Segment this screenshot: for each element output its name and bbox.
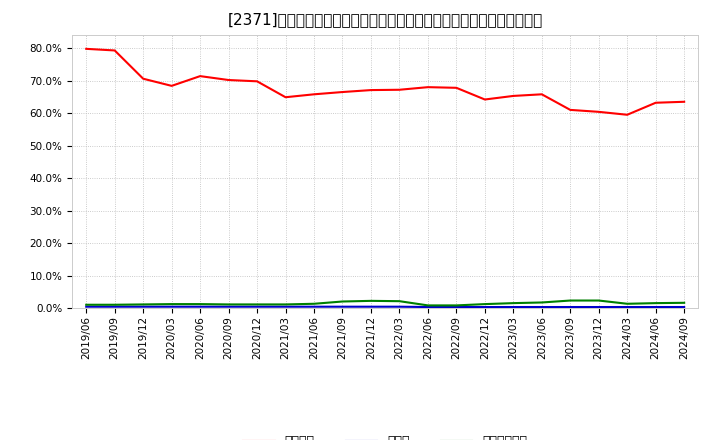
のれん — [652, 304, 660, 310]
繰延税金資産 — [167, 301, 176, 307]
のれん — [338, 304, 347, 309]
のれん — [139, 304, 148, 309]
繰延税金資産 — [537, 300, 546, 305]
繰延税金資産 — [366, 298, 375, 304]
繰延税金資産 — [509, 301, 518, 306]
自己資本 — [167, 83, 176, 88]
のれん — [480, 304, 489, 310]
自己資本 — [366, 88, 375, 93]
のれん — [167, 304, 176, 309]
繰延税金資産 — [139, 302, 148, 307]
のれん — [225, 304, 233, 309]
のれん — [196, 304, 204, 309]
繰延税金資産 — [338, 299, 347, 304]
自己資本 — [509, 93, 518, 99]
繰延税金資産 — [480, 301, 489, 307]
自己資本 — [480, 97, 489, 102]
自己資本 — [253, 79, 261, 84]
自己資本 — [623, 112, 631, 117]
繰延税金資産 — [110, 302, 119, 308]
Line: 自己資本: 自己資本 — [86, 49, 684, 115]
繰延税金資産 — [652, 301, 660, 306]
繰延税金資産 — [680, 300, 688, 305]
のれん — [366, 304, 375, 309]
のれん — [509, 304, 518, 310]
自己資本 — [452, 85, 461, 91]
Legend: 自己資本, のれん, 繰延税金資産: 自己資本, のれん, 繰延税金資産 — [237, 429, 534, 440]
自己資本 — [139, 76, 148, 81]
自己資本 — [310, 92, 318, 97]
のれん — [395, 304, 404, 309]
のれん — [566, 304, 575, 310]
自己資本 — [196, 73, 204, 79]
のれん — [595, 304, 603, 310]
のれん — [110, 304, 119, 309]
繰延税金資産 — [253, 302, 261, 307]
自己資本 — [82, 46, 91, 51]
Line: 繰延税金資産: 繰延税金資産 — [86, 301, 684, 305]
繰延税金資産 — [623, 301, 631, 306]
のれん — [310, 304, 318, 309]
繰延税金資産 — [310, 301, 318, 306]
繰延税金資産 — [225, 302, 233, 307]
自己資本 — [423, 84, 432, 90]
のれん — [423, 304, 432, 310]
のれん — [282, 304, 290, 309]
自己資本 — [652, 100, 660, 106]
自己資本 — [282, 95, 290, 100]
自己資本 — [338, 89, 347, 95]
自己資本 — [537, 92, 546, 97]
のれん — [253, 304, 261, 309]
繰延税金資産 — [566, 298, 575, 303]
自己資本 — [395, 87, 404, 92]
のれん — [680, 304, 688, 310]
自己資本 — [595, 109, 603, 114]
繰延税金資産 — [452, 303, 461, 308]
のれん — [82, 304, 91, 309]
繰延税金資産 — [423, 303, 432, 308]
繰延税金資産 — [82, 302, 91, 308]
繰延税金資産 — [282, 302, 290, 307]
自己資本 — [110, 48, 119, 53]
のれん — [623, 304, 631, 310]
自己資本 — [566, 107, 575, 113]
のれん — [537, 304, 546, 310]
繰延税金資産 — [595, 298, 603, 303]
Title: [2371]　自己資本、のれん、繰延税金資産の総資産に対する比率の推移: [2371] 自己資本、のれん、繰延税金資産の総資産に対する比率の推移 — [228, 12, 543, 27]
のれん — [452, 304, 461, 310]
自己資本 — [225, 77, 233, 83]
繰延税金資産 — [395, 299, 404, 304]
自己資本 — [680, 99, 688, 104]
繰延税金資産 — [196, 301, 204, 307]
